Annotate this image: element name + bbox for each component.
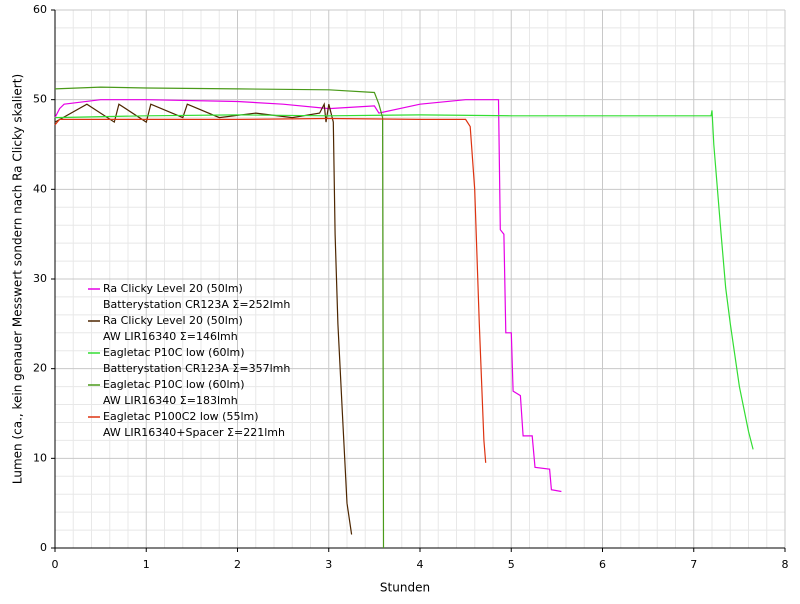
y-axis-label: Lumen (ca., kein genauer Messwert sonder…: [11, 74, 25, 484]
y-tick-label: 50: [33, 93, 47, 106]
x-tick-label: 3: [325, 558, 332, 571]
legend-label: Eagletac P10C low (60lm): [103, 378, 245, 391]
y-tick-label: 60: [33, 3, 47, 16]
x-tick-label: 7: [690, 558, 697, 571]
y-tick-label: 0: [40, 541, 47, 554]
legend-label: Batterystation CR123A Σ=252lmh: [103, 298, 290, 311]
x-axis-label: Stunden: [380, 581, 430, 595]
series-line: [54, 86, 385, 549]
legend-label: AW LIR16340+Spacer Σ=221lmh: [103, 426, 285, 439]
x-tick-label: 5: [508, 558, 515, 571]
x-tick-label: 8: [782, 558, 789, 571]
x-tick-label: 2: [234, 558, 241, 571]
legend-label: Ra Clicky Level 20 (50lm): [103, 314, 243, 327]
legend-label: Ra Clicky Level 20 (50lm): [103, 282, 243, 295]
legend-label: AW LIR16340 Σ=183lmh: [103, 394, 238, 407]
legend-label: Batterystation CR123A Σ=357lmh: [103, 362, 290, 375]
x-tick-label: 6: [599, 558, 606, 571]
series-line: [54, 117, 487, 463]
x-tick-label: 4: [417, 558, 424, 571]
y-tick-label: 20: [33, 362, 47, 375]
series-line: [54, 102, 353, 535]
series-line: [54, 99, 562, 493]
x-tick-label: 1: [143, 558, 150, 571]
series-line: [54, 110, 754, 450]
y-tick-label: 10: [33, 451, 47, 464]
x-tick-label: 0: [52, 558, 59, 571]
legend-label: AW LIR16340 Σ=146lmh: [103, 330, 238, 343]
legend-label: Eagletac P10C low (60lm): [103, 346, 245, 359]
y-tick-label: 30: [33, 272, 47, 285]
legend-label: Eagletac P100C2 low (55lm): [103, 410, 259, 423]
y-tick-label: 40: [33, 182, 47, 195]
